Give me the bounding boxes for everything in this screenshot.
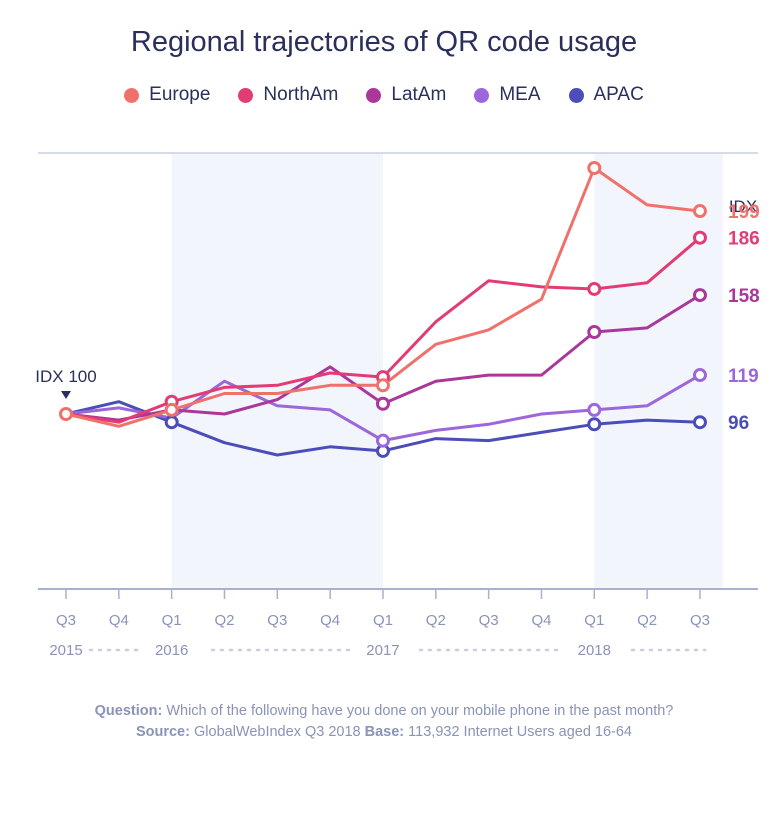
source-label: Source:	[135, 724, 190, 740]
x-tick-label: Q3	[56, 612, 76, 629]
data-point-europe	[164, 402, 179, 417]
end-label-latam: 158	[728, 286, 760, 307]
shaded-band-2016	[171, 153, 383, 589]
base-label: Base:	[364, 724, 405, 740]
x-tick-label: Q3	[690, 612, 710, 629]
legend-item-mea: MEA	[474, 84, 541, 106]
x-tick-label: Q3	[267, 612, 287, 629]
legend-item-apac: APAC	[568, 84, 644, 106]
year-label: 2015	[49, 642, 82, 659]
data-point-mea	[692, 368, 707, 383]
data-point-northam	[587, 281, 602, 296]
legend-item-europe: Europe	[124, 84, 210, 106]
x-tick-label: Q1	[584, 612, 604, 629]
legend-label-northam: NorthAm	[263, 84, 339, 105]
data-point-apac	[164, 415, 179, 430]
data-point-europe	[692, 204, 707, 219]
line-chart: Q3 Q4 Q1 Q2 Q3 Q4 Q1 Q2 Q3 Q4 Q1 Q2 Q3 2015 2016 2017 20…	[35, 152, 760, 659]
idx-label: IDX	[729, 197, 757, 216]
year-label: 2018	[578, 642, 611, 659]
end-label-northam: 186	[728, 229, 760, 250]
x-tick-label: Q2	[426, 612, 446, 629]
data-point-europe	[375, 378, 390, 393]
baseline-arrow-icon	[61, 391, 71, 399]
data-point-mea	[375, 433, 390, 448]
legend-swatch-latam	[366, 87, 382, 103]
legend: Europe NorthAm LatAm MEA APAC	[0, 84, 768, 106]
baseline-label: IDX 100	[35, 367, 96, 386]
x-tick-label: Q3	[479, 612, 499, 629]
x-tick-label: Q4	[320, 612, 340, 629]
legend-swatch-mea	[474, 87, 490, 103]
year-label: 2017	[366, 642, 399, 659]
data-point-northam	[692, 230, 707, 245]
x-tick-label: Q1	[162, 612, 182, 629]
data-point-apac	[587, 417, 602, 432]
end-label-apac: 96	[728, 413, 749, 434]
x-tick-label: Q4	[109, 612, 129, 629]
legend-swatch-apac	[568, 87, 584, 103]
end-label-europe: 199	[728, 202, 760, 223]
data-point-latam	[692, 288, 707, 303]
year-label: 2016	[155, 642, 188, 659]
data-point-latam	[375, 396, 390, 411]
legend-label-latam: LatAm	[391, 84, 447, 105]
question-text: Which of the following have you done on …	[166, 703, 674, 719]
legend-swatch-northam	[238, 87, 254, 103]
data-point-mea	[587, 402, 602, 417]
x-tick-label: Q1	[373, 612, 393, 629]
legend-swatch-europe	[124, 87, 140, 103]
data-point-latam	[587, 325, 602, 339]
footer-source: Source: GlobalWebIndex Q3 2018 Base: 113…	[0, 724, 768, 740]
chart-title: Regional trajectories of QR code usage	[130, 26, 638, 58]
x-tick-label: Q2	[637, 612, 657, 629]
legend-label-apac: APAC	[593, 84, 644, 105]
end-label-mea: 119	[728, 366, 759, 387]
legend-label-mea: MEA	[499, 84, 541, 105]
base-text: 113,932 Internet Users aged 16-64	[408, 724, 633, 740]
data-point-europe	[587, 161, 602, 175]
legend-item-northam: NorthAm	[238, 84, 338, 106]
legend-item-latam: LatAm	[366, 84, 446, 106]
question-label: Question:	[94, 703, 163, 719]
x-tick-label: Q2	[214, 612, 234, 629]
footer-question: Question: Which of the following have yo…	[0, 703, 768, 719]
data-point-apac	[692, 415, 707, 430]
x-tick-label: Q4	[531, 612, 551, 629]
legend-label-europe: Europe	[149, 84, 211, 105]
data-point-europe	[59, 407, 73, 421]
source-text: GlobalWebIndex Q3 2018	[194, 724, 361, 740]
